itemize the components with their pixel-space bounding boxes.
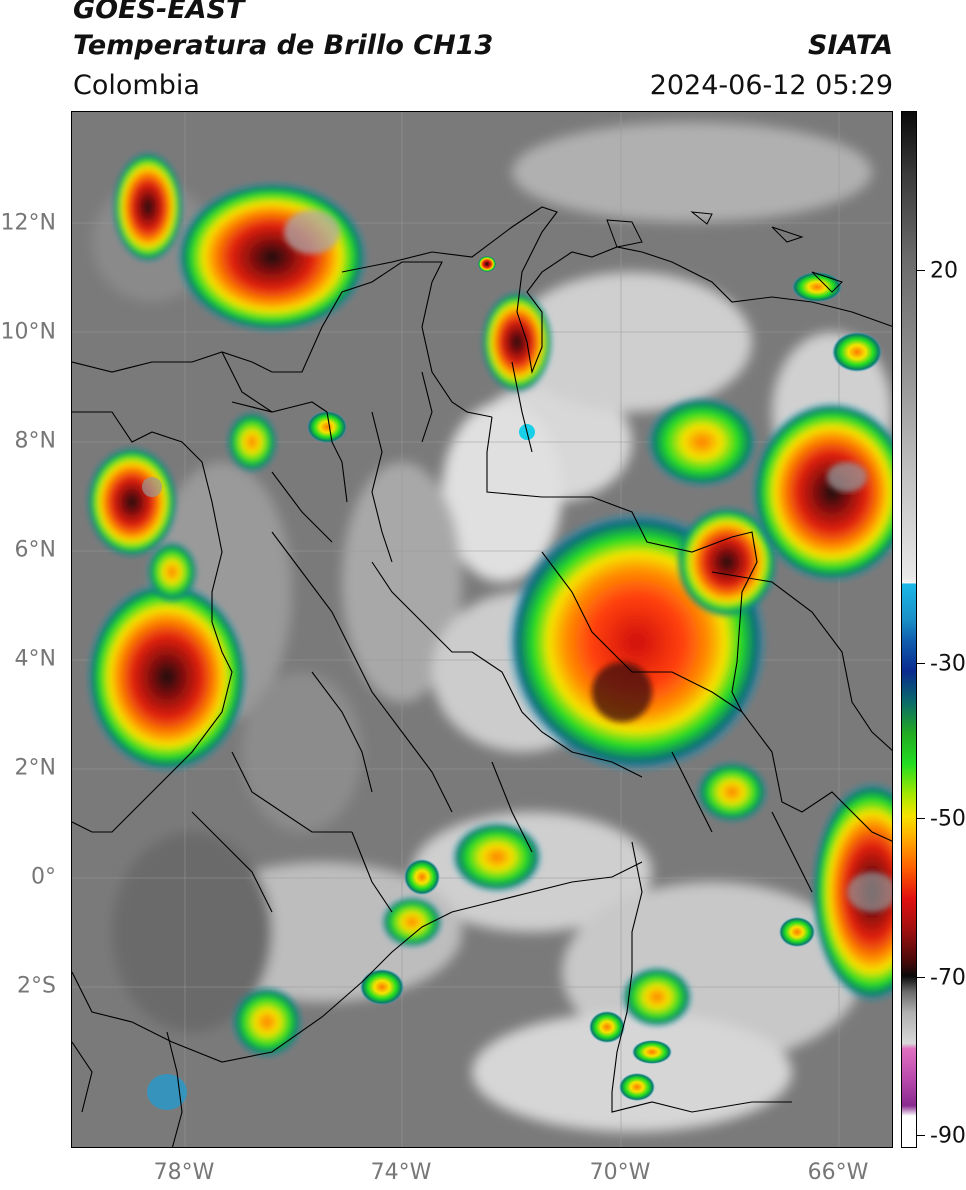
colorbar-label: -30	[930, 651, 966, 677]
lat-tick: 0°	[31, 864, 56, 890]
datetime-label: 2024-06-12 05:29	[649, 70, 893, 101]
map-canvas	[72, 112, 892, 1147]
lat-tick: 8°N	[14, 428, 56, 454]
lat-tick: 2°S	[17, 973, 56, 999]
satellite-title: GOES-EAST	[73, 0, 245, 25]
islands	[606, 211, 843, 293]
colorbar-tick	[917, 663, 925, 664]
colorbar-tick	[917, 818, 925, 819]
lat-tick: 12°N	[0, 210, 56, 236]
colorbar-tick	[917, 270, 925, 271]
colorbar-label: 20	[930, 258, 958, 284]
satellite-map[interactable]	[71, 111, 893, 1148]
lon-tick: 78°W	[153, 1160, 215, 1185]
product-title: Temperatura de Brillo CH13	[73, 30, 494, 61]
lat-tick: 2°N	[14, 755, 56, 781]
colorbar-label: -50	[930, 806, 966, 832]
region-label: Colombia	[73, 70, 200, 101]
colorbar-label: -90	[930, 1123, 966, 1149]
lon-tick: 74°W	[370, 1160, 432, 1185]
lon-tick: 70°W	[589, 1160, 651, 1185]
colorbar-tick	[917, 1135, 925, 1136]
storm-cells	[87, 152, 892, 1110]
lat-tick: 10°N	[0, 319, 56, 345]
lat-tick: 6°N	[14, 537, 56, 563]
agency-label: SIATA	[807, 30, 893, 61]
temperature-colorbar	[901, 111, 917, 1148]
lon-tick: 66°W	[807, 1160, 869, 1185]
boundaries	[72, 206, 892, 1147]
lat-tick: 4°N	[14, 646, 56, 672]
colorbar-label: -70	[930, 965, 966, 991]
colorbar-tick	[917, 977, 925, 978]
